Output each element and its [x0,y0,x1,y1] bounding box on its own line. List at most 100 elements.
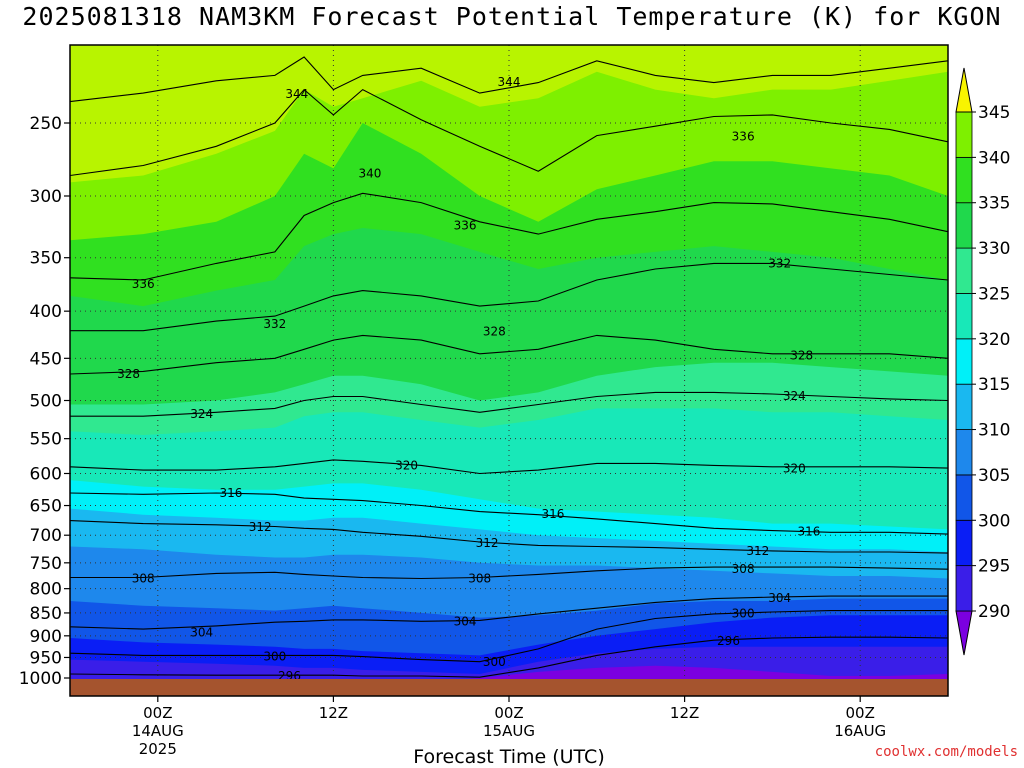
colorbar-tick-label: 340 [978,148,1010,168]
contour-label: 332 [263,317,286,331]
contour-label: 308 [468,572,491,586]
colorbar-tick-label: 300 [978,511,1010,531]
x-tick-label: 12Z [670,704,699,722]
contour-label: 336 [732,130,755,144]
contour-label: 336 [132,277,155,291]
contour-320 [70,459,948,475]
y-tick-label: 450 [30,349,62,369]
contour-label: 324 [783,389,806,403]
contour-label: 340 [359,167,382,181]
x-tick-year: 2025 [139,740,177,758]
colorbar-segment [955,293,973,340]
contour-label: 308 [132,572,155,586]
contour-label: 324 [190,407,213,421]
colorbar-segment [955,474,973,521]
colorbar-tick-label: 305 [978,466,1010,486]
colorbar-legend: 290 295 300 305 310 315 320 325 330 335 340 345 [955,67,1010,656]
y-tick-label: 950 [30,648,62,668]
contour-304 [70,595,948,630]
contour-label: 312 [476,536,499,550]
colorbar-tick-label: 345 [978,103,1010,123]
colorbar-segment [955,565,973,612]
contour-label: 344 [498,75,521,89]
x-axis-label: Forecast Time (UTC) [413,746,604,768]
contour-label: 300 [732,606,755,620]
y-tick-label: 250 [30,114,62,134]
colorbar-tick-label: 325 [978,284,1010,304]
contour-label: 316 [220,486,243,500]
colorbar-low-arrow [955,610,973,656]
y-tick-label: 550 [30,430,62,450]
contour-label: 320 [395,459,418,473]
contour-label: 312 [746,544,769,558]
ground-surface [70,679,948,696]
y-tick-label: 850 [30,604,62,624]
colorbar-segment [955,247,973,294]
colorbar-high-arrow [955,67,973,113]
contour-label: 304 [454,614,477,628]
grid-lines [70,45,948,696]
contour-label: 344 [285,87,308,101]
contour-label: 328 [483,325,506,339]
contour-296 [70,636,948,678]
contour-328 [70,334,948,375]
colorbar-segment [955,202,973,249]
y-tick-label: 500 [30,392,62,412]
contour-lines [70,56,948,678]
x-tick-label: 12Z [319,704,348,722]
contour-label: 336 [454,218,477,232]
colorbar-segment [955,156,973,204]
contour-label: 320 [783,461,806,475]
credit-text: coolwx.com/models [874,744,1018,760]
y-tick-label: 350 [30,249,62,269]
contour-label: 304 [768,591,791,605]
y-axis: 250 300 350 400 450 500 550 600 650 700 750 800 850 9… [19,114,70,689]
contour-label: 304 [190,625,213,639]
color-fill-bands [70,45,948,696]
contour-label: 328 [117,367,140,381]
band-above-345 [70,45,948,183]
chart-title: 2025081318 NAM3KM Forecast Potential Tem… [22,2,1002,31]
colorbar-segment [955,429,973,476]
contour-340 [70,88,948,177]
colorbar-tick-label: 335 [978,194,1010,214]
contour-label: 316 [798,525,821,539]
colorbar-tick-label: 290 [978,602,1010,622]
contour-label: 332 [768,256,791,270]
y-tick-label: 700 [30,526,62,546]
contour-label: 328 [790,349,813,363]
contour-312 [70,520,948,554]
colorbar-tick-label: 330 [978,239,1010,259]
colorbar-tick-label: 315 [978,375,1010,395]
y-tick-label: 800 [30,580,62,600]
x-tick-label: 00Z [846,704,875,722]
contour-label: 316 [541,507,564,521]
y-tick-label: 400 [30,302,62,322]
colorbar-tick-label: 310 [978,421,1010,441]
x-tick-label: 00Z [494,704,523,722]
contour-332 [70,262,948,332]
x-tick-date: 14AUG [132,722,184,740]
colorbar-tick-label: 320 [978,330,1010,350]
colorbar-tick-label: 295 [978,557,1010,577]
contour-label: 300 [483,655,506,669]
y-tick-label: 900 [30,627,62,647]
y-tick-label: 300 [30,187,62,207]
contour-label: 296 [717,634,740,648]
contour-label: 308 [732,562,755,576]
y-tick-label: 650 [30,497,62,517]
contour-labels: 344 344 340 336 336 336 332 332 328 328 328 324 324 3… [117,75,820,683]
x-tick-date: 15AUG [483,722,535,740]
x-tick-label: 00Z [143,704,172,722]
colorbar-segment [955,111,973,158]
colorbar-segment [955,383,973,430]
contour-324 [70,391,948,417]
contour-label: 312 [249,520,272,534]
x-tick-date: 16AUG [834,722,886,740]
colorbar-segment [955,519,973,567]
y-tick-label: 1000 [19,669,62,689]
colorbar-segment [955,338,973,385]
y-tick-label: 750 [30,554,62,574]
